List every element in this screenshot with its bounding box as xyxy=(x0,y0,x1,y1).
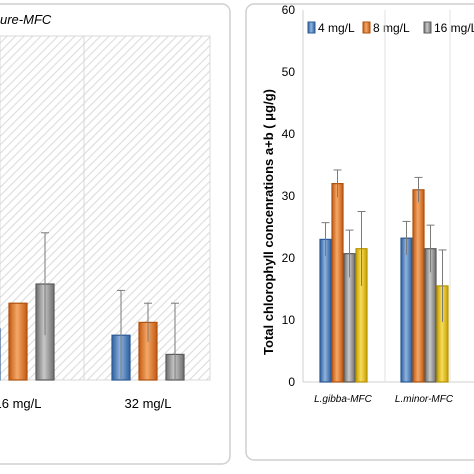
y-tick-label: 40 xyxy=(282,127,296,141)
y-tick-label: 60 xyxy=(282,3,296,17)
error-bar xyxy=(402,220,411,255)
legend-swatch xyxy=(362,21,371,34)
error-bar xyxy=(414,176,423,203)
legend-label: 8 mg/L xyxy=(373,21,410,35)
error-bar xyxy=(426,224,435,273)
left-plot-area xyxy=(0,35,211,381)
legend-item: 4 mg/L xyxy=(307,21,355,35)
bar xyxy=(412,189,425,383)
y-tick-label: 50 xyxy=(282,65,296,79)
legend-swatch xyxy=(307,21,316,34)
legend-item: 16 mg/L xyxy=(423,21,474,35)
left-x-tick-label: 16 mg/L xyxy=(0,396,41,411)
right-panel-border xyxy=(245,3,474,461)
legend: 4 mg/L 8 mg/L 16 mg/L xyxy=(307,21,474,35)
error-bar xyxy=(438,249,447,322)
right-chart-marks: 0 10 20 30 40 50 60 L.gibba-MFC L.minor-MFC xyxy=(282,3,474,405)
left-error-bar xyxy=(41,232,49,336)
left-x-tick-label: 32 mg/L xyxy=(125,396,172,411)
error-bar xyxy=(321,222,330,257)
y-tick-label: 10 xyxy=(282,313,296,327)
left-bar xyxy=(8,302,28,381)
y-tick-label: 30 xyxy=(282,189,296,203)
legend-label: 4 mg/L xyxy=(318,21,355,35)
left-error-bar xyxy=(117,289,125,380)
x-tick-label: L.minor-MFC xyxy=(395,394,454,405)
bar xyxy=(319,238,332,383)
error-bar xyxy=(357,211,366,286)
bar xyxy=(331,183,344,383)
x-tick-label: L.gibba-MFC xyxy=(314,394,373,405)
legend-item: 8 mg/L xyxy=(362,21,410,35)
right-chart-panel: Total chlorophyll concenrations a+b ( μg… xyxy=(245,3,474,461)
legend-label: 16 mg/L xyxy=(434,21,474,35)
legend-swatch xyxy=(423,21,432,34)
left-chart-panel: ure-MFC 16 mg/L 32 mg/L xyxy=(0,3,231,465)
bar xyxy=(400,237,413,383)
left-chart-marks: 16 mg/L 32 mg/L xyxy=(0,232,185,411)
left-error-bar xyxy=(171,302,179,380)
left-chart-title: ure-MFC xyxy=(0,12,52,27)
y-axis-label: Total chlorophyll concenrations a+b ( μg… xyxy=(261,89,276,355)
y-tick-label: 0 xyxy=(288,375,295,389)
left-error-bar xyxy=(144,302,152,342)
error-bar xyxy=(333,169,342,198)
error-bar xyxy=(345,229,354,278)
y-tick-label: 20 xyxy=(282,251,296,265)
